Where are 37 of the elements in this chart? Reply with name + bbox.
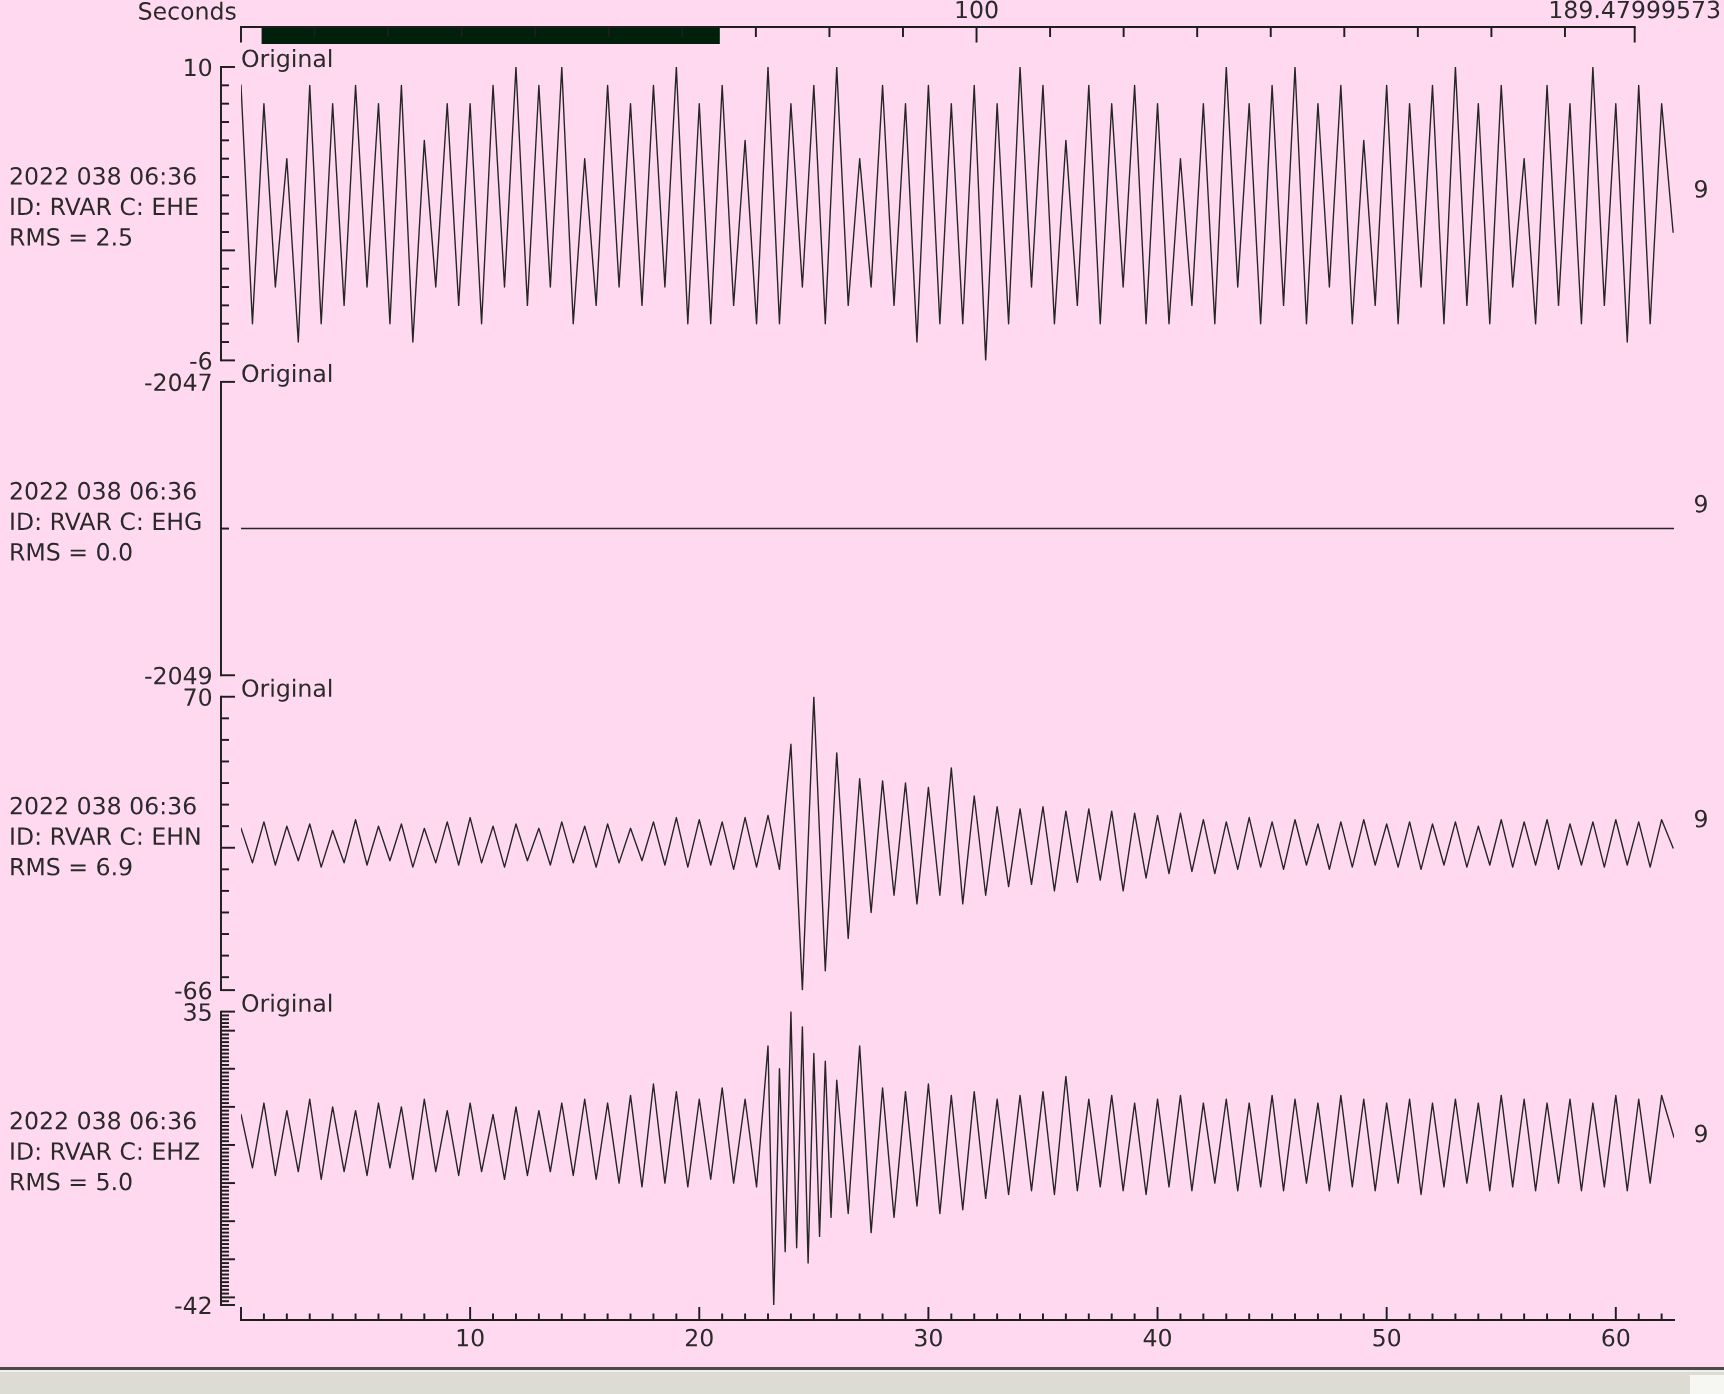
x-tick-label: 10 [457, 1328, 484, 1347]
text: 9 [1694, 809, 1707, 828]
y-tick-label: 35 [184, 1003, 211, 1021]
y-tick-label: -2047 [145, 373, 211, 392]
chart-title: Original [242, 678, 332, 702]
text: 9 [1694, 494, 1707, 513]
chart-title: Original [242, 363, 332, 387]
y-tick-label: -42 [175, 1296, 211, 1314]
x-tick-label: 50 [1373, 1328, 1401, 1347]
chart-title: Original [242, 993, 332, 1017]
x-tick-label: 60 [1602, 1328, 1630, 1347]
text: RMS = 5.0 [11, 1172, 132, 1191]
x-tick-label: 100 [956, 0, 998, 19]
text: 9 [1694, 179, 1707, 198]
text: RMS = 0.0 [11, 542, 132, 561]
y-tick-label: 70 [184, 688, 212, 707]
text: ID: RVAR C: EHE [11, 197, 198, 216]
text: 2022 038 06:36 [10, 796, 196, 815]
x-tick-label: 189.47999573 [1550, 0, 1720, 19]
text: ID: RVAR C: EHN [11, 827, 200, 846]
x-tick-label: 20 [685, 1328, 713, 1347]
text: RMS = 2.5 [11, 227, 132, 246]
x-axis-title: Seconds [139, 1, 236, 20]
x-tick-label: 40 [1143, 1328, 1171, 1347]
y-tick-label: -2049 [145, 666, 212, 685]
chart-title: Original [242, 49, 332, 72]
text: 9 [1694, 1124, 1707, 1143]
y-tick-label: -6 [190, 351, 212, 370]
text: 2022 038 06:36 [10, 1111, 196, 1130]
text: 2022 038 06:36 [10, 481, 196, 500]
text: RMS = 6.9 [11, 857, 132, 876]
y-tick-label: -66 [175, 981, 212, 1000]
text: ID: RVAR C: EHZ [11, 1142, 200, 1160]
y-tick-label: 10 [185, 58, 212, 77]
x-tick-label: 30 [915, 1328, 942, 1347]
text: 2022 038 06:36 [10, 166, 196, 185]
text: ID: RVAR C: EHG [11, 512, 201, 531]
